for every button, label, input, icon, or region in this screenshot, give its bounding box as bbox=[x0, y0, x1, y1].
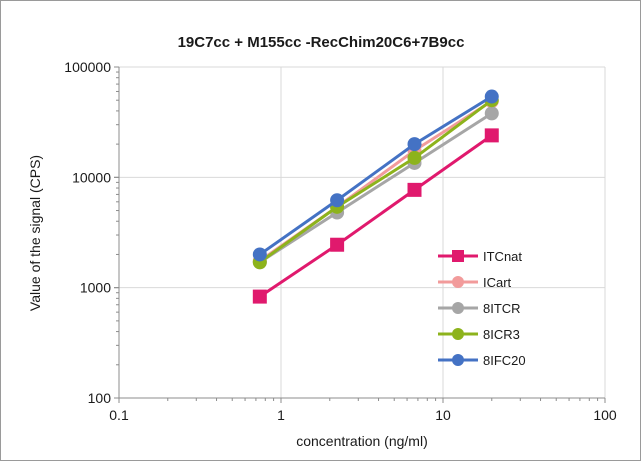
y-tick-label: 100000 bbox=[64, 59, 111, 75]
grid bbox=[118, 66, 606, 399]
series-line-itcnat bbox=[258, 134, 493, 298]
data-point bbox=[407, 182, 422, 197]
series-layer bbox=[252, 89, 499, 304]
data-point bbox=[330, 237, 345, 252]
legend-marker bbox=[452, 276, 464, 288]
legend: ITCnat ICart 8ITCR 8ICR3 8IFC20 bbox=[438, 249, 526, 368]
legend-marker bbox=[452, 328, 464, 340]
x-tick-label: 10 bbox=[435, 407, 451, 423]
series-line-8ifc20 bbox=[258, 95, 493, 256]
legend-label: 8ITCR bbox=[483, 301, 521, 316]
y-tick-label: 100 bbox=[88, 390, 112, 406]
chart-title: 19C7cc + M155cc -RecChim20C6+7B9cc bbox=[178, 34, 465, 51]
data-point bbox=[484, 106, 499, 121]
y-tick-label: 10000 bbox=[72, 169, 111, 185]
legend-label: 8ICR3 bbox=[483, 327, 520, 342]
x-tick-label: 0.1 bbox=[109, 407, 129, 423]
series-line-8icr3 bbox=[258, 99, 493, 264]
x-tick-label: 100 bbox=[593, 407, 617, 423]
data-point bbox=[484, 128, 499, 143]
legend-marker bbox=[452, 250, 464, 262]
data-point bbox=[252, 247, 267, 262]
legend-label: ICart bbox=[483, 275, 512, 290]
x-axis-label: concentration (ng/ml) bbox=[296, 433, 428, 449]
data-point bbox=[484, 89, 499, 104]
x-tick-label: 1 bbox=[277, 407, 285, 423]
data-point bbox=[330, 193, 345, 208]
data-point bbox=[252, 289, 267, 304]
legend-marker bbox=[452, 354, 464, 366]
legend-label: 8IFC20 bbox=[483, 353, 526, 368]
axes: 0.1 1 10 100 100 1000 10000 100000 bbox=[64, 59, 617, 423]
series-line-8itcr bbox=[259, 112, 493, 264]
legend-marker bbox=[452, 302, 464, 314]
y-tick-label: 1000 bbox=[80, 280, 111, 296]
y-axis-label: Value of the signal (CPS) bbox=[27, 155, 43, 311]
data-point bbox=[407, 150, 422, 165]
legend-label: ITCnat bbox=[483, 249, 522, 264]
data-point bbox=[407, 137, 422, 152]
